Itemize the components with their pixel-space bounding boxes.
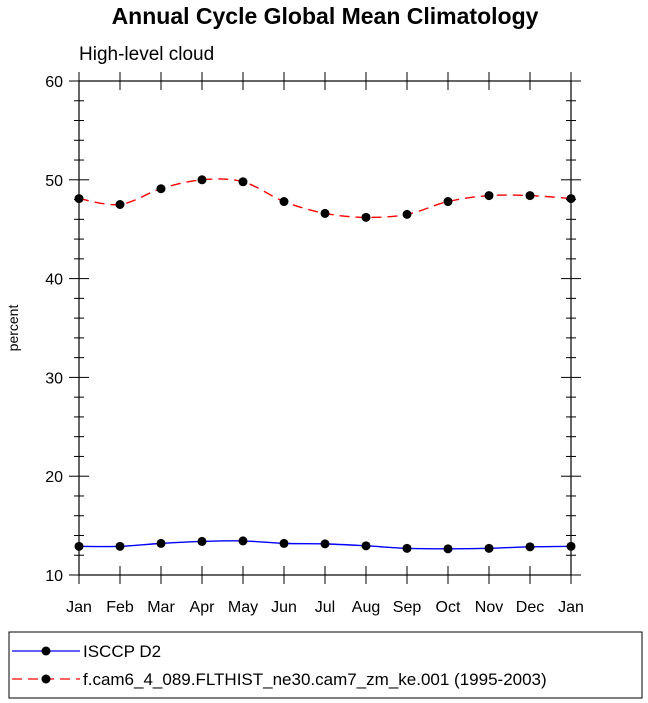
data-point [279,538,289,548]
x-tick-label: Jan [558,599,584,616]
y-tick-label: 10 [45,568,63,585]
x-tick-label: Jan [66,599,92,616]
data-point [156,538,166,548]
chart-subtitle: High-level cloud [79,44,214,65]
legend-label-isccp: ISCCP D2 [83,642,161,661]
data-point [525,542,535,552]
x-tick-label: Apr [190,599,216,616]
series-layer [74,175,576,554]
legend: ISCCP D2 f.cam6_4_089.FLTHIST_ne30.cam7_… [8,631,643,699]
data-point [197,536,207,546]
data-point [361,541,371,551]
x-tick-label: Dec [516,599,544,616]
data-point [238,536,248,546]
plot-frame [78,80,572,576]
data-point [115,541,125,551]
axis-ticks [69,72,581,584]
y-tick-label: 40 [45,272,63,289]
y-tick-label: 30 [45,370,63,387]
axis-tick-labels: 10 20 30 40 50 60 Jan Feb Mar Apr May Jun Jul Aug Sep O… [45,74,584,616]
data-point [279,197,289,207]
y-tick-label: 50 [45,173,63,190]
y-tick-label: 20 [45,469,63,486]
legend-box [8,631,643,699]
x-tick-label: Mar [147,599,175,616]
y-tick-label: 60 [45,74,63,91]
data-point [197,175,207,185]
y-axis-label: percent [5,305,21,352]
data-point [156,184,166,194]
data-point [115,200,125,209]
x-tick-label: Jun [271,599,297,616]
legend-label-model: f.cam6_4_089.FLTHIST_ne30.cam7_zm_ke.001… [83,670,547,689]
data-point [443,197,453,207]
data-point [484,543,494,553]
x-tick-label: Jul [315,599,335,616]
legend-marker-isccp [41,646,51,656]
data-point [484,191,494,201]
data-point [320,539,330,549]
x-tick-label: Aug [352,599,380,616]
legend-marker-model [41,674,51,684]
data-point [443,544,453,554]
data-point [402,209,412,219]
x-tick-label: Nov [475,599,503,616]
x-tick-label: Oct [436,599,461,616]
data-point [238,177,248,187]
x-tick-label: Feb [106,599,134,616]
x-tick-label: Sep [393,599,422,616]
data-point [402,543,412,553]
x-tick-label: May [228,599,258,616]
data-point [320,208,330,218]
data-point [525,191,535,201]
chart-title: Annual Cycle Global Mean Climatology [112,3,539,29]
data-point [361,212,371,222]
